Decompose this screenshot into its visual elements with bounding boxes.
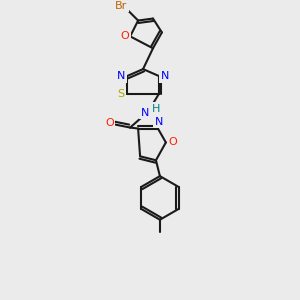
Text: H: H [152,104,160,114]
Text: N: N [155,117,163,127]
Text: O: O [168,137,177,147]
Text: N: N [161,71,169,81]
Text: O: O [105,118,114,128]
Text: O: O [121,32,130,41]
Text: S: S [118,89,125,99]
Text: N: N [141,108,149,118]
Text: N: N [117,71,125,81]
Text: Br: Br [115,1,128,11]
